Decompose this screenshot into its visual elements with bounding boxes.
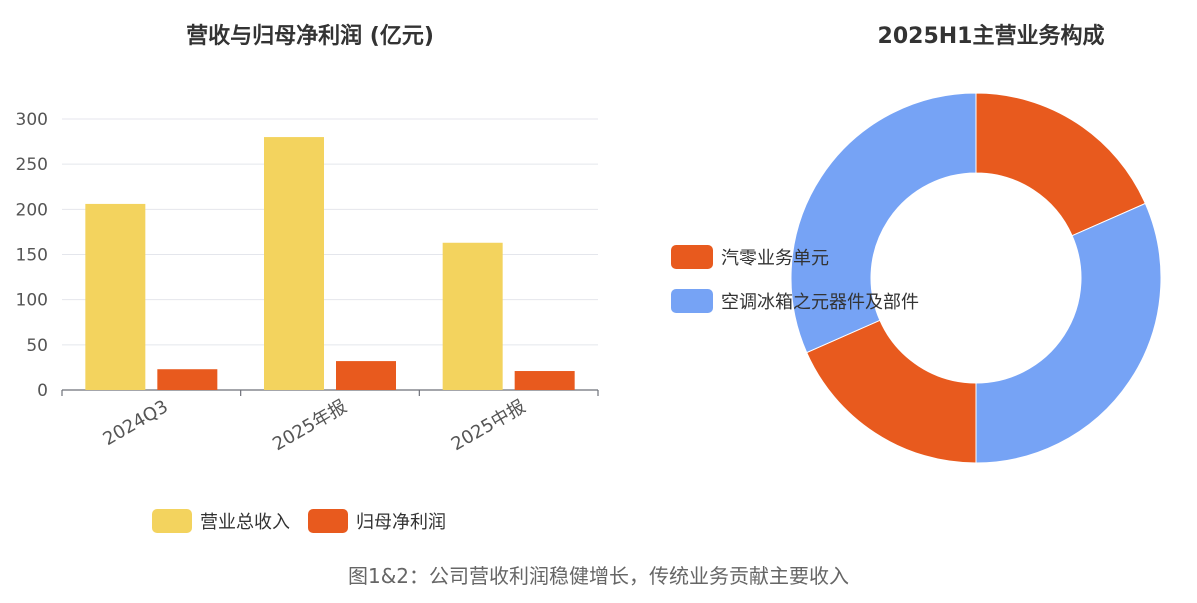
bar-net-profit[interactable] bbox=[514, 371, 575, 390]
y-tick-label: 200 bbox=[16, 200, 48, 220]
y-tick-label: 300 bbox=[16, 110, 48, 130]
legend-label-auto-parts: 汽零业务单元 bbox=[721, 248, 829, 269]
bar-legend: 营业总收入 归母净利润 bbox=[152, 508, 464, 534]
legend-label-appliance-parts: 空调冰箱之元器件及部件 bbox=[721, 292, 919, 313]
y-tick-label: 100 bbox=[16, 291, 48, 311]
bar-chart-title: 营收与归母净利润 (亿元) bbox=[186, 24, 434, 49]
legend-label-net-profit: 归母净利润 bbox=[356, 512, 446, 533]
figure-caption: 图1&2：公司营收利润稳健增长，传统业务贡献主要收入 bbox=[347, 564, 850, 588]
legend-swatch-appliance-parts bbox=[671, 289, 713, 313]
legend-item-appliance-parts[interactable]: 空调冰箱之元器件及部件 bbox=[671, 288, 919, 314]
y-tick-label: 150 bbox=[16, 246, 48, 266]
pie-chart-title: 2025H1主营业务构成 bbox=[877, 24, 1105, 49]
legend-swatch-net-profit bbox=[308, 509, 348, 533]
donut-slice-1[interactable] bbox=[975, 202, 1162, 464]
bar-revenue[interactable] bbox=[442, 242, 503, 390]
legend-item-revenue[interactable]: 营业总收入 bbox=[152, 508, 290, 534]
donut-slice-3[interactable] bbox=[790, 92, 977, 354]
y-tick-label: 0 bbox=[37, 381, 48, 401]
legend-item-auto-parts[interactable]: 汽零业务单元 bbox=[671, 244, 829, 270]
bar-revenue[interactable] bbox=[85, 203, 146, 390]
bar-net-profit[interactable] bbox=[157, 369, 218, 390]
y-tick-label: 50 bbox=[26, 336, 48, 356]
legend-swatch-auto-parts bbox=[671, 245, 713, 269]
pie-legend: 汽零业务单元 空调冰箱之元器件及部件 bbox=[671, 244, 919, 332]
bar-net-profit[interactable] bbox=[336, 361, 396, 390]
legend-label-revenue: 营业总收入 bbox=[200, 512, 290, 533]
bar-revenue[interactable] bbox=[264, 137, 324, 390]
legend-item-net-profit[interactable]: 归母净利润 bbox=[308, 508, 446, 534]
y-tick-label: 250 bbox=[16, 155, 48, 175]
legend-swatch-revenue bbox=[152, 509, 192, 533]
